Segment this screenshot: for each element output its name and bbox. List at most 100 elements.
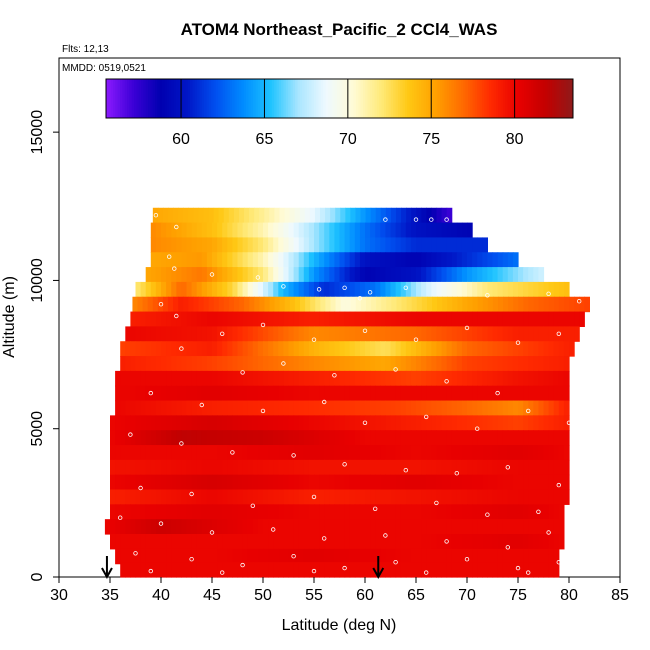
heatmap-cell [309,207,316,224]
heatmap-cell [308,519,315,535]
heatmap-cell [431,459,437,476]
colorbar-segment [502,79,506,118]
heatmap-cell [558,326,565,342]
heatmap-cell [405,252,412,268]
heatmap-cell [569,311,575,327]
heatmap-cell [354,430,361,446]
heatmap-cell [512,548,519,565]
heatmap-cell [191,445,198,461]
colorbar-segment [295,79,298,118]
heatmap-cell [518,400,524,416]
heatmap-cell [528,400,534,416]
heatmap-cell [390,445,397,461]
heatmap-cell [370,356,376,372]
heatmap-cell [446,430,453,446]
sample-point [444,379,449,384]
sample-point [322,399,327,405]
y-tick-label: 5000 [29,411,46,447]
heatmap-cell [538,296,545,313]
heatmap-cell [452,296,458,313]
heatmap-cell [405,400,412,416]
heatmap-cell [249,296,255,313]
heatmap-cell [237,562,244,578]
heatmap-cell [201,267,208,283]
heatmap-cell [482,281,488,298]
sample-point [179,441,184,446]
heatmap-cell [308,445,315,461]
heatmap-cell [288,281,295,298]
heatmap-cell [166,400,172,416]
heatmap-cell [507,548,514,565]
heatmap-cell [201,430,208,446]
heatmap-cell [405,562,412,578]
heatmap-cell [166,252,172,268]
heatmap-cell [171,459,177,476]
heatmap-cell [477,281,483,298]
heatmap-cell [334,562,341,578]
heatmap-cell [543,445,550,461]
heatmap-cell [436,504,443,520]
heatmap-cell [125,385,131,402]
heatmap-cell [176,281,182,298]
heatmap-cell [528,296,535,313]
heatmap-cell [257,430,264,446]
heatmap-cell [359,311,366,327]
heatmap-cell [140,504,147,520]
colorbar-segment [213,79,217,118]
heatmap-cell [222,222,228,239]
heatmap-cell [365,356,371,372]
heatmap-cell [252,237,259,253]
heatmap-cell [247,281,254,298]
heatmap-cell [543,459,550,476]
heatmap-cell [283,489,290,505]
heatmap-cell [191,534,198,550]
heatmap-cell [314,504,320,520]
heatmap-cell [324,237,330,253]
heatmap-cell [410,489,417,505]
heatmap-cell [487,281,494,298]
heatmap-cell [390,430,397,446]
heatmap-cell [288,445,295,461]
heatmap-cell [533,562,539,578]
heatmap-cell [191,341,198,357]
heatmap-cell [431,207,438,224]
heatmap-cell [242,222,249,239]
heatmap-cell [553,519,560,535]
heatmap-cell [359,415,366,431]
heatmap-cell [155,311,162,327]
heatmap-cell [487,474,494,491]
x-tick-label: 50 [254,587,272,604]
heatmap-cell [431,222,437,239]
heatmap-cell [257,341,264,357]
x-tick-label: 75 [509,587,527,604]
heatmap-cell [456,385,463,402]
heatmap-cell [334,519,341,535]
heatmap-cell [223,296,230,313]
heatmap-cell [278,326,284,342]
heatmap-cell [186,534,193,550]
heatmap-cell [472,548,478,565]
colorbar-segment [327,79,331,118]
sample-point [311,337,317,342]
heatmap-cell [349,562,356,578]
heatmap-cell [410,267,417,283]
heatmap-cell [217,548,223,565]
heatmap-cell [227,430,233,446]
colorbar-segment [162,79,165,118]
heatmap-layer [104,207,590,578]
heatmap-cell [171,341,177,357]
heatmap-cell [293,252,300,268]
heatmap-cell [298,341,305,357]
heatmap-cell [130,534,137,550]
heatmap-cell [191,415,198,431]
heatmap-cell [441,474,448,491]
heatmap-cell [155,474,162,491]
heatmap-cell [538,281,545,298]
heatmap-cell [339,400,346,416]
sample-point [128,432,133,437]
heatmap-cell [507,311,514,327]
heatmap-cell [237,548,244,565]
heatmap-cell [217,281,223,298]
colorbar-segment [509,79,513,118]
heatmap-cell [186,252,193,268]
